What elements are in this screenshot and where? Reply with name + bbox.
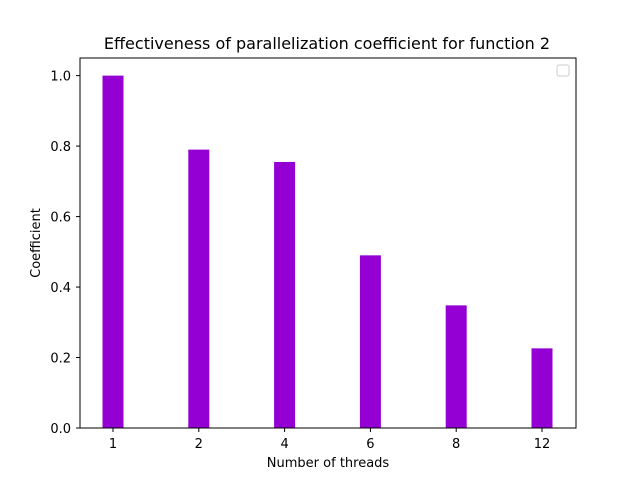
y-tick-label: 0.4 xyxy=(50,281,71,296)
bar-1 xyxy=(102,75,124,428)
y-axis-ticks: 0.0 0.2 0.4 0.6 0.8 1.0 xyxy=(50,70,80,437)
x-axis-label: Number of threads xyxy=(267,456,390,471)
bar-2 xyxy=(188,149,210,428)
x-tick-label: 12 xyxy=(534,437,551,452)
y-tick-label: 1.0 xyxy=(50,70,71,85)
y-tick-label: 0.8 xyxy=(50,140,71,155)
bar-4 xyxy=(274,161,296,428)
x-tick-label: 6 xyxy=(366,437,374,452)
x-tick-label: 1 xyxy=(109,437,117,452)
legend-box xyxy=(556,64,570,77)
y-tick-label: 0.2 xyxy=(50,352,71,367)
chart-title: Effectiveness of parallelization coeffic… xyxy=(104,34,550,53)
bar-6 xyxy=(359,255,381,428)
x-axis-ticks: 1 2 4 6 8 12 xyxy=(109,428,550,452)
y-tick-label: 0.6 xyxy=(50,211,71,226)
x-tick-label: 2 xyxy=(195,437,203,452)
bar-12 xyxy=(531,348,553,428)
x-tick-label: 4 xyxy=(280,437,288,452)
x-tick-label: 8 xyxy=(452,437,460,452)
bar-8 xyxy=(445,305,467,428)
bars-group xyxy=(102,75,553,428)
plot-frame xyxy=(79,57,577,429)
y-axis-label: Coefficient xyxy=(29,208,44,278)
y-tick-label: 0.0 xyxy=(50,422,71,437)
